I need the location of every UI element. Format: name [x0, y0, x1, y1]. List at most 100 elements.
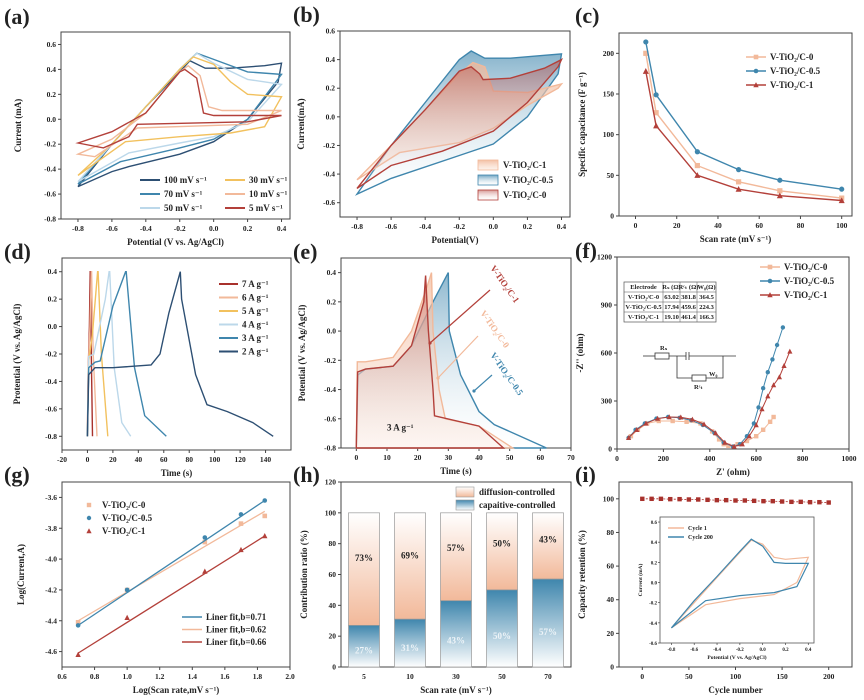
x-tick-label: 80	[185, 455, 193, 464]
y-tick-label: 100	[325, 508, 337, 517]
x-tick-label: 50	[498, 672, 506, 681]
x-tick-label: 200	[823, 672, 835, 681]
data-point-circle	[694, 149, 700, 155]
data-point-square	[735, 179, 742, 185]
y-tick-label: 20	[329, 632, 337, 641]
y-tick-label: 200	[603, 49, 615, 58]
x-tick-label: 60	[160, 455, 168, 464]
data-point-triangle	[753, 422, 759, 428]
panel-c-specific-capacitance: 0 20 40 60 80 100 0 50 100 150 200 Scan rate (mV s⁻…	[577, 32, 853, 244]
table-cell: 224.3	[699, 304, 714, 311]
data-point-square	[817, 499, 822, 505]
inset-legend-label: Cycle 200	[688, 535, 713, 541]
inset-x-tick-label: -0.8	[667, 648, 675, 653]
data-point-square	[670, 418, 675, 424]
bar-capacitive	[532, 578, 564, 668]
x-tick-label: -0.8	[72, 224, 84, 233]
x-tick-label: 0.8	[90, 672, 100, 681]
data-point-square	[714, 497, 720, 503]
data-point-square	[754, 434, 759, 439]
x-axis-title: Potential(V)	[432, 235, 479, 245]
data-point-square	[753, 54, 759, 60]
y-tick-label: -4.2	[45, 585, 57, 594]
legend-label: V-TiO₂/C-1	[770, 80, 814, 90]
data-point-circle	[767, 278, 773, 284]
data-point-triangle	[735, 185, 742, 192]
x-axis-title: Scan rate (mV s⁻¹)	[700, 234, 772, 244]
data-point-triangle	[626, 435, 632, 440]
legend-swatch	[477, 189, 499, 201]
data-point-triangle	[262, 533, 268, 539]
y-tick-label: 600	[601, 349, 613, 358]
y-tick-label: -4.6	[45, 647, 57, 656]
data-point-circle	[770, 357, 775, 362]
plot-frame	[60, 31, 291, 220]
circuit-wire	[676, 356, 692, 379]
x-tick-label: 50	[685, 672, 693, 681]
x-tick-label: 800	[797, 454, 809, 463]
legend-swatch	[477, 159, 499, 171]
fit-line	[77, 510, 266, 622]
x-tick-label: 1000	[842, 454, 857, 463]
table-cell: 381.8	[681, 294, 696, 301]
data-point-circle	[735, 167, 742, 173]
data-point-circle	[780, 325, 786, 330]
panel-h-contribution-bars: 0 20 40 60 80 100 120 Scan rate (mV s⁻¹) Contrib…	[299, 478, 572, 695]
inset-y-tick-label: 0.0	[651, 582, 658, 587]
y-tick-label: 0.0	[326, 112, 336, 121]
data-point-square	[658, 496, 664, 502]
x-tick-label: 0	[640, 672, 644, 681]
bar-capacitive	[440, 600, 472, 668]
y-tick-label: 40	[329, 601, 337, 610]
inset-frame	[659, 516, 815, 644]
legend-label: 3 A g⁻¹	[242, 333, 269, 343]
data-point-square	[705, 497, 710, 503]
x-tick-label: -0.6	[385, 222, 397, 231]
data-point-triangle	[776, 374, 782, 380]
x-tick-label: 0.6	[57, 672, 67, 681]
y-tick-label: 0.4	[326, 55, 336, 64]
series-line	[645, 41, 842, 190]
data-point-square	[656, 418, 661, 424]
panel-label: (h)	[293, 462, 320, 487]
x-axis-title: Time (s)	[440, 466, 472, 476]
data-point-triangle	[694, 172, 701, 178]
bar-label-diffusion: 50%	[493, 539, 511, 549]
data-point-circle	[262, 498, 268, 503]
legend-label: Liner fit,b=0.62	[206, 625, 267, 635]
x-tick-label: 0.4	[557, 222, 567, 231]
legend-label: 50 mV s⁻¹	[164, 203, 203, 213]
series-line	[645, 53, 842, 199]
data-point-square	[694, 162, 700, 169]
legend-label: diffusion-controlled	[479, 487, 555, 497]
y-axis-title: Current(mA)	[296, 98, 306, 149]
annotation-arrow	[473, 374, 493, 392]
data-point-circle	[774, 342, 780, 348]
data-point-triangle	[75, 651, 81, 657]
y-tick-label: 40	[607, 595, 615, 604]
bar-label-diffusion: 69%	[401, 550, 419, 560]
bar-diffusion	[486, 512, 518, 591]
data-point-triangle	[753, 82, 759, 88]
y-tick-label: -4.0	[45, 555, 57, 564]
data-point-square	[684, 419, 689, 424]
plot-frame	[618, 32, 853, 217]
legend-label: V-TiO₂/C-0.5	[503, 175, 554, 185]
data-point-triangle	[787, 348, 793, 354]
table-cell: 461.4	[681, 314, 696, 321]
x-tick-label: 20	[673, 221, 681, 230]
legend-label: 2 A g⁻¹	[242, 347, 269, 357]
data-point-square	[771, 414, 776, 420]
x-tick-label: 0	[634, 221, 638, 230]
x-tick-label: 0.0	[209, 224, 219, 233]
y-axis-title: Protential (V vs. Ag/AgCl)	[12, 304, 22, 405]
legend-label: V-TiO₂/C-0	[784, 262, 828, 272]
data-point-triangle	[678, 414, 684, 420]
legend-label: 70 mV s⁻¹	[164, 189, 203, 199]
data-point-circle	[202, 535, 208, 540]
data-point-square	[733, 498, 738, 503]
y-tick-label: 50	[607, 171, 615, 180]
data-point-square	[767, 419, 773, 424]
legend-label: V-TiO₂/C-0.5	[770, 66, 821, 76]
y-tick-label: 0.6	[47, 40, 57, 49]
